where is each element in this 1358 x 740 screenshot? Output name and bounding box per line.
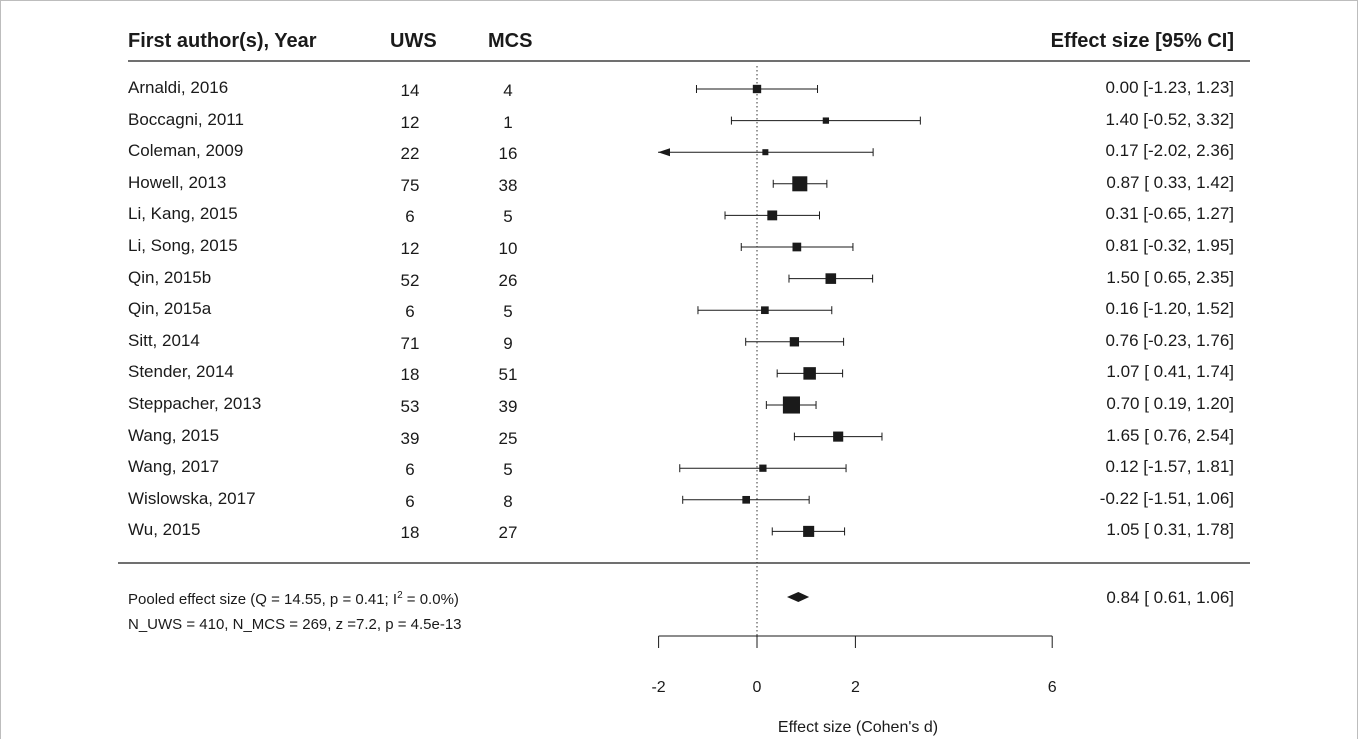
study-label: Howell, 2013 <box>128 172 227 192</box>
column-header-uws: UWS <box>390 30 437 52</box>
column-header-effect-size: Effect size [95% CI] <box>1050 30 1234 52</box>
study-uws-count: 71 <box>400 333 420 353</box>
study-effect-size-text: -0.22 [-1.51, 1.06] <box>1099 488 1234 508</box>
study-label: Wang, 2015 <box>128 425 220 445</box>
study-label: Stender, 2014 <box>128 362 234 382</box>
study-label: Wu, 2015 <box>128 520 201 540</box>
study-effect-size-text: 0.31 [-0.65, 1.27] <box>1105 204 1234 224</box>
study-effect-size-text: 0.76 [-0.23, 1.76] <box>1105 330 1234 350</box>
study-label: Sitt, 2014 <box>128 330 200 350</box>
study-uws-count: 52 <box>400 270 420 290</box>
study-uws-count: 22 <box>400 144 420 164</box>
study-effect-size-text: 0.70 [ 0.19, 1.20] <box>1106 394 1234 413</box>
study-mcs-count: 1 <box>503 112 513 132</box>
effect-marker <box>782 396 800 414</box>
study-uws-count: 12 <box>400 239 420 258</box>
study-label: Steppacher, 2013 <box>128 394 262 413</box>
study-label: Qin, 2015b <box>128 267 212 287</box>
study-label: Li, Kang, 2015 <box>128 204 238 224</box>
study-uws-count: 75 <box>400 175 420 195</box>
study-mcs-count: 26 <box>498 270 518 290</box>
effect-marker <box>762 149 769 156</box>
study-effect-size-text: 1.05 [ 0.31, 1.78] <box>1106 520 1234 540</box>
study-uws-count: 53 <box>400 397 420 416</box>
study-uws-count: 6 <box>405 460 415 480</box>
study-effect-size-text: 0.17 [-2.02, 2.36] <box>1105 141 1234 161</box>
effect-marker <box>792 242 802 252</box>
effect-marker <box>803 367 816 380</box>
effect-marker <box>759 464 767 472</box>
study-mcs-count: 8 <box>503 491 513 511</box>
study-effect-size-text: 0.16 [-1.20, 1.52] <box>1105 299 1234 319</box>
effect-marker <box>767 210 778 221</box>
study-mcs-count: 5 <box>503 460 513 480</box>
x-axis-title: Effect size (Cohen's d) <box>778 719 938 736</box>
study-uws-count: 18 <box>400 365 420 385</box>
study-uws-count: 39 <box>400 428 420 448</box>
study-effect-size-text: 0.81 [-0.32, 1.95] <box>1105 236 1234 255</box>
study-label: Li, Song, 2015 <box>128 236 238 255</box>
study-label: Boccagni, 2011 <box>128 109 244 129</box>
pooled-superscript: 2 <box>397 590 403 601</box>
study-effect-size-text: 0.87 [ 0.33, 1.42] <box>1106 172 1234 192</box>
x-tick-label: 6 <box>1048 679 1057 696</box>
x-tick-label: -2 <box>651 679 665 696</box>
x-tick-label: 2 <box>851 679 860 696</box>
study-effect-size-text: 1.65 [ 0.76, 2.54] <box>1106 425 1234 445</box>
pooled-suffix: = 0.0%) <box>402 591 459 608</box>
effect-marker <box>792 176 808 192</box>
study-uws-count: 6 <box>405 207 415 227</box>
effect-marker <box>833 431 844 442</box>
x-tick-label: 0 <box>753 679 762 696</box>
study-mcs-count: 39 <box>498 397 518 416</box>
study-mcs-count: 27 <box>498 523 518 543</box>
pooled-prefix: Pooled effect size (Q = 14.55, p = 0.41;… <box>128 591 398 608</box>
column-header-mcs: MCS <box>488 30 533 52</box>
study-mcs-count: 5 <box>503 207 513 227</box>
study-uws-count: 14 <box>400 81 420 100</box>
study-mcs-count: 9 <box>503 333 513 353</box>
study-effect-size-text: 1.50 [ 0.65, 2.35] <box>1106 267 1234 287</box>
ci-arrow <box>658 148 670 157</box>
pooled-diamond <box>787 592 810 602</box>
study-effect-size-text: 1.40 [-0.52, 3.32] <box>1105 109 1234 129</box>
effect-marker <box>761 306 769 315</box>
study-mcs-count: 10 <box>498 239 518 258</box>
pooled-heterogeneity-label: Pooled effect size (Q = 14.55, p = 0.41;… <box>128 590 459 608</box>
study-uws-count: 6 <box>405 491 415 511</box>
study-label: Qin, 2015a <box>128 299 212 319</box>
effect-marker <box>825 273 837 284</box>
effect-marker <box>822 117 830 124</box>
effect-marker <box>789 337 800 347</box>
study-mcs-count: 5 <box>503 302 513 322</box>
study-label: Wang, 2017 <box>128 457 220 477</box>
study-mcs-count: 38 <box>498 175 518 195</box>
study-mcs-count: 16 <box>498 144 518 164</box>
study-label: Arnaldi, 2016 <box>128 78 229 97</box>
effect-marker <box>742 495 751 504</box>
column-header-author: First author(s), Year <box>128 30 317 52</box>
study-effect-size-text: 0.12 [-1.57, 1.81] <box>1105 457 1234 477</box>
study-mcs-count: 4 <box>503 81 513 100</box>
pooled-effect-size-text: 0.84 [ 0.61, 1.06] <box>1106 588 1234 607</box>
study-label: Wislowska, 2017 <box>128 488 256 508</box>
study-mcs-count: 51 <box>498 365 518 385</box>
study-uws-count: 18 <box>400 523 420 543</box>
effect-marker <box>803 525 815 537</box>
study-uws-count: 12 <box>400 112 420 132</box>
effect-marker <box>752 84 762 94</box>
sample-stats-line: N_UWS = 410, N_MCS = 269, z =7.2, p = 4.… <box>128 616 462 633</box>
study-label: Coleman, 2009 <box>128 141 244 161</box>
study-mcs-count: 25 <box>498 428 518 448</box>
study-effect-size-text: 1.07 [ 0.41, 1.74] <box>1106 362 1234 382</box>
study-uws-count: 6 <box>405 302 415 322</box>
study-effect-size-text: 0.00 [-1.23, 1.23] <box>1105 78 1234 97</box>
